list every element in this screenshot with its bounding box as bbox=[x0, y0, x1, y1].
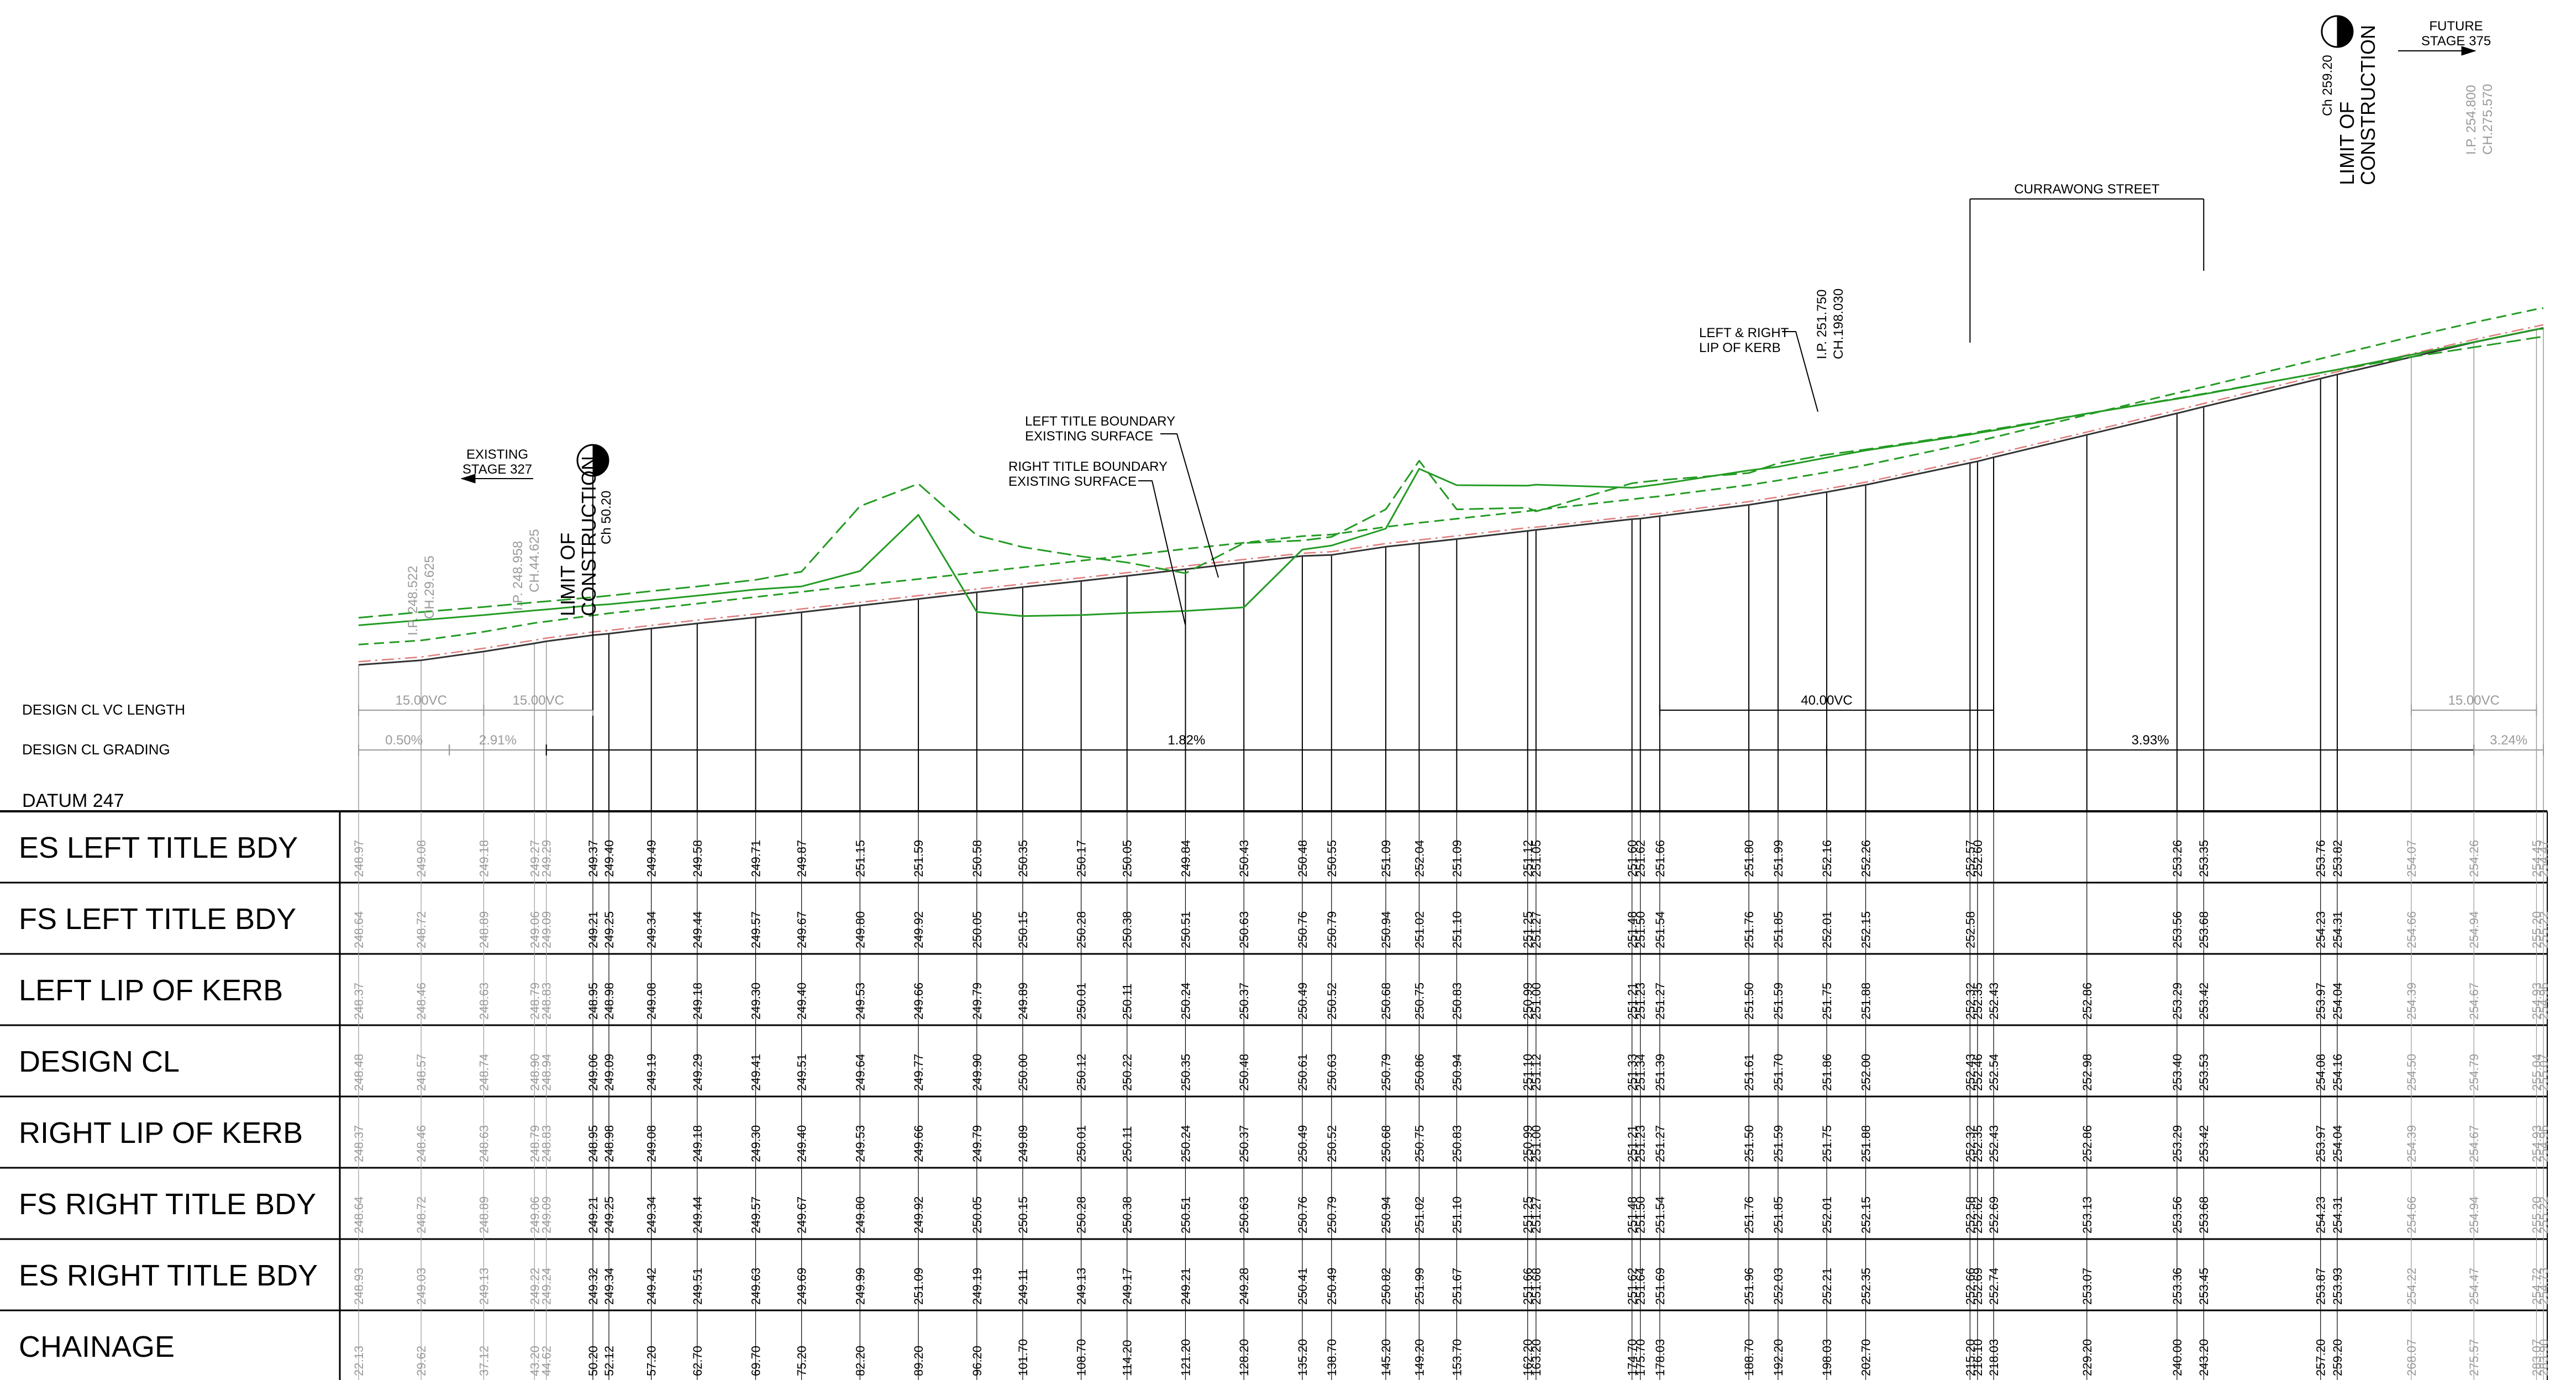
profile-area bbox=[358, 307, 2544, 811]
row-label-left_lip: LEFT LIP OF KERB bbox=[19, 974, 283, 1007]
future-stage-label-1: FUTURE bbox=[2429, 19, 2483, 34]
ip4-label-1: I.P. 254.800 bbox=[2464, 85, 2479, 155]
ip2-label-2: CH.44.625 bbox=[527, 529, 542, 592]
row-label-es_left: ES LEFT TITLE BDY bbox=[19, 831, 298, 864]
vc-1-label: 15.00VC bbox=[396, 693, 447, 708]
profile-annotations: DESIGN CL VC LENGTH DESIGN CL GRADING DATU… bbox=[22, 15, 2544, 811]
ip4-label-2: CH.275.570 bbox=[2480, 84, 2495, 155]
row-label-fs_right: FS RIGHT TITLE BDY bbox=[19, 1188, 316, 1221]
limit-left-label-1: LIMIT OF bbox=[556, 533, 579, 616]
data-table: ES LEFT TITLE BDY FS LEFT TITLE BDY LEFT L… bbox=[0, 810, 2551, 1380]
es-left-surface-line bbox=[358, 335, 2544, 619]
limit-left-chainage: Ch 50.20 bbox=[599, 491, 614, 544]
limit-right-label-2: CONSTRUCTION bbox=[2357, 25, 2379, 185]
grade-3-label: 1.82% bbox=[1168, 733, 1205, 748]
grade-2-label: 2.91% bbox=[479, 733, 517, 748]
row-label-right_lip: RIGHT LIP OF KERB bbox=[19, 1116, 303, 1150]
grade-4-label: 3.93% bbox=[2132, 733, 2169, 748]
design-cl-grading-label: DESIGN CL GRADING bbox=[22, 741, 170, 758]
right-tb-label-2: EXISTING SURFACE bbox=[1008, 474, 1137, 489]
limit-right-chainage: Ch 259.20 bbox=[2320, 55, 2335, 116]
design-cl-line bbox=[358, 327, 2544, 666]
street-label: CURRAWONG STREET bbox=[2014, 182, 2159, 197]
row-label-design_cl: DESIGN CL bbox=[19, 1045, 180, 1078]
limit-left-symbol-half bbox=[592, 444, 609, 476]
existing-stage-arrow-head bbox=[461, 474, 476, 484]
left-tb-label-2: EXISTING SURFACE bbox=[1025, 429, 1153, 444]
row-label-chainage: CHAINAGE bbox=[19, 1330, 175, 1363]
lr-kerb-label-2: LIP OF KERB bbox=[1699, 340, 1781, 355]
right-tb-leader bbox=[1138, 480, 1186, 625]
ip3-label-1: I.P. 251.750 bbox=[1815, 290, 1830, 359]
right-tb-label-1: RIGHT TITLE BOUNDARY bbox=[1008, 459, 1168, 474]
limit-right-label-1: LIMIT OF bbox=[2336, 102, 2358, 185]
fs-left-boundary-line bbox=[358, 307, 2544, 646]
left-tb-leader bbox=[1160, 433, 1219, 578]
lr-kerb-label-1: LEFT & RIGHT bbox=[1699, 326, 1789, 340]
row-label-es_right: ES RIGHT TITLE BDY bbox=[19, 1259, 318, 1292]
grade-5-label: 3.24% bbox=[2490, 733, 2527, 748]
lip-of-kerb-line bbox=[358, 324, 2544, 663]
existing-stage-label-1: EXISTING bbox=[466, 447, 528, 462]
datum-label: DATUM 247 bbox=[22, 790, 124, 811]
future-stage-label-2: STAGE 375 bbox=[2421, 34, 2491, 49]
vc-3-label: 40.00VC bbox=[1801, 693, 1852, 708]
row-label-fs_left: FS LEFT TITLE BDY bbox=[19, 902, 296, 936]
ip3-label-2: CH.198.030 bbox=[1831, 288, 1846, 359]
ip2-label-1: I.P. 248.958 bbox=[511, 541, 525, 611]
vc-4-label: 15.00VC bbox=[2448, 693, 2499, 708]
left-tb-label-1: LEFT TITLE BOUNDARY bbox=[1025, 414, 1175, 429]
future-stage-arrow-head bbox=[2461, 46, 2476, 56]
lr-kerb-leader bbox=[1782, 331, 1818, 412]
vc-2-label: 15.00VC bbox=[513, 693, 564, 708]
grade-1-label: 0.50% bbox=[385, 733, 423, 748]
es-right-surface-line bbox=[358, 328, 2544, 626]
limit-right-symbol-half bbox=[2337, 15, 2353, 48]
ip1-label-2: CH.29.625 bbox=[422, 555, 437, 619]
ip1-label-1: I.P. 248.522 bbox=[406, 566, 420, 636]
limit-left-label-2: CONSTRUCTION bbox=[577, 456, 600, 616]
design-cl-vc-length-label: DESIGN CL VC LENGTH bbox=[22, 701, 185, 718]
